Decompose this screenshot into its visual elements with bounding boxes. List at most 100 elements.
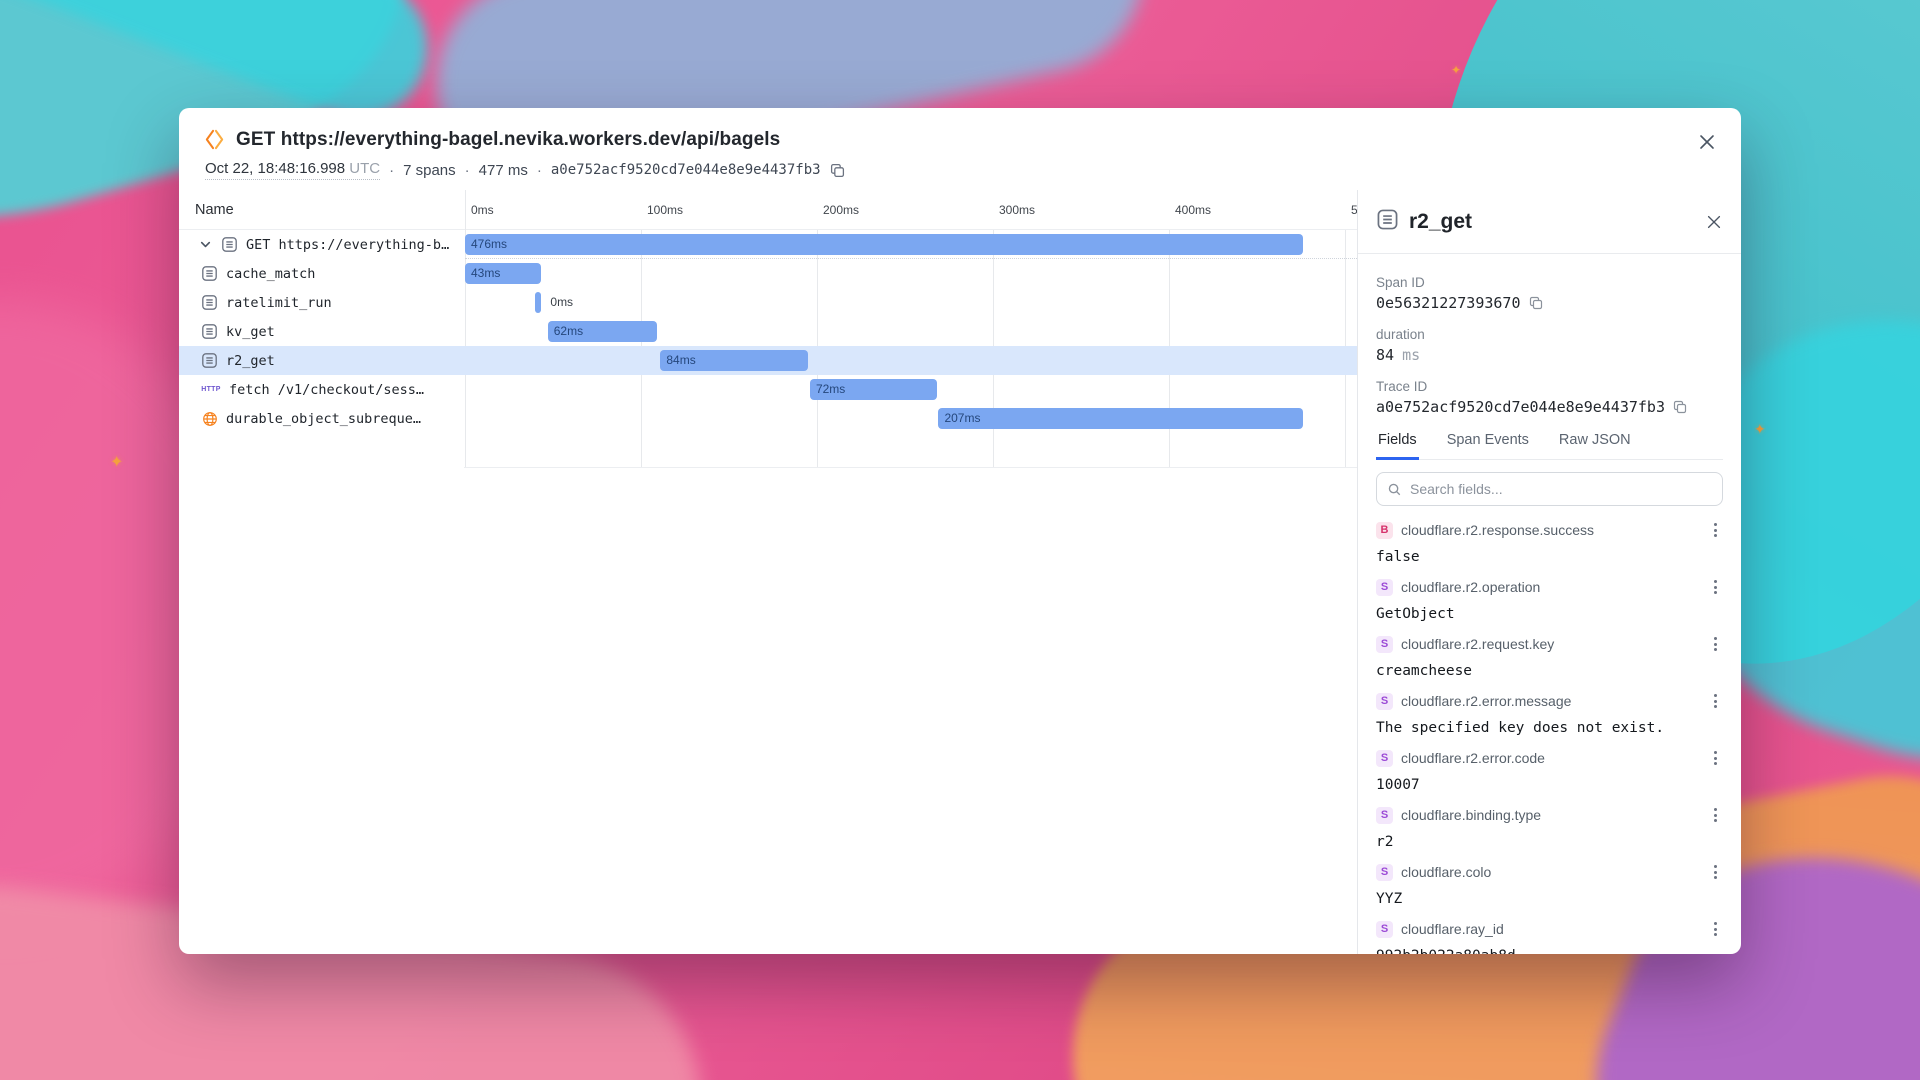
duration-label: 72ms	[815, 382, 846, 396]
meta-value: 0e56321227393670	[1376, 292, 1723, 314]
chevron-down-icon[interactable]	[199, 238, 212, 251]
span-name-cell: HTTP fetch /v1/checkout/sess…	[179, 375, 463, 404]
span-duration-bar[interactable]: 207ms	[938, 408, 1303, 429]
field-name: cloudflare.colo	[1401, 864, 1492, 880]
http-icon: HTTP	[201, 386, 221, 393]
span-name: GET https://everything-b…	[246, 236, 450, 253]
span-detail-panel: r2_get Span ID 0e56321227393670 duration 84…	[1357, 190, 1741, 954]
copy-icon[interactable]	[1529, 296, 1544, 311]
trace-timestamp: Oct 22, 18:48:16.998 UTC	[205, 160, 381, 180]
axis-tick: 400ms	[1175, 203, 1212, 217]
kebab-menu-icon[interactable]	[1708, 748, 1723, 768]
timestamp-text: Oct 22, 18:48:16.998	[205, 160, 346, 177]
span-duration-bar[interactable]	[535, 292, 542, 313]
trace-title: GET https://everything-bagel.nevika.work…	[236, 128, 781, 150]
span-name-cell: GET https://everything-b…	[179, 230, 463, 259]
trace-duration: 477 ms	[478, 161, 528, 179]
axis-tick: 300ms	[999, 203, 1036, 217]
span-row[interactable]: durable_object_subreque… 207ms	[179, 404, 1357, 433]
sparkle-icon: ✦	[110, 454, 124, 471]
span-duration-bar[interactable]: 72ms	[809, 379, 937, 400]
field-value: creamcheese	[1376, 663, 1473, 679]
axis-tick: 200ms	[823, 203, 860, 217]
search-icon	[1387, 482, 1402, 497]
field-value: 10007	[1376, 777, 1420, 793]
span-name: fetch /v1/checkout/sess…	[229, 381, 425, 398]
field-name: cloudflare.r2.error.message	[1401, 693, 1572, 709]
waterfall-pane: Name 0ms 100ms 200ms 300ms 400ms 50 GET https…	[179, 190, 1357, 954]
span-row[interactable]: HTTP fetch /v1/checkout/sess… 72ms	[179, 375, 1357, 404]
field-name: cloudflare.ray_id	[1401, 921, 1504, 937]
gridline	[465, 190, 466, 467]
copy-icon[interactable]	[830, 163, 845, 178]
span-duration-bar[interactable]: 43ms	[465, 263, 541, 284]
span-name: cache_match	[226, 265, 316, 282]
document-icon	[201, 294, 218, 311]
kebab-menu-icon[interactable]	[1708, 862, 1723, 882]
span-name: kv_get	[226, 323, 275, 340]
separator: ·	[389, 161, 395, 179]
kebab-menu-icon[interactable]	[1708, 919, 1723, 939]
kebab-menu-icon[interactable]	[1708, 520, 1723, 540]
kebab-menu-icon[interactable]	[1708, 805, 1723, 825]
timeline-grid-bottom	[464, 467, 1357, 468]
kebab-menu-icon[interactable]	[1708, 577, 1723, 597]
field-type-badge: S	[1376, 578, 1393, 596]
tab-span-events[interactable]: Span Events	[1446, 432, 1529, 448]
tab-raw-json[interactable]: Raw JSON	[1558, 432, 1631, 448]
duration-label: 0ms	[550, 295, 574, 309]
workers-logo-icon	[203, 128, 226, 151]
detail-title: r2_get	[1409, 209, 1473, 233]
meta-label: Trace ID	[1376, 379, 1428, 394]
document-icon	[201, 265, 218, 282]
timezone-text: UTC	[349, 160, 381, 177]
copy-icon[interactable]	[1673, 400, 1688, 415]
span-name-cell: cache_match	[179, 259, 463, 288]
span-row[interactable]: ratelimit_run 0ms	[179, 288, 1357, 317]
close-icon[interactable]	[1695, 130, 1719, 154]
meta-value: 84 ms	[1376, 344, 1723, 366]
meta-value-text: 84	[1376, 346, 1395, 364]
span-icon	[1376, 208, 1399, 236]
duration-label: 43ms	[471, 266, 501, 280]
span-meta-list: Span ID 0e56321227393670 duration 84 ms Trace…	[1376, 274, 1723, 418]
span-name-cell: ratelimit_run	[179, 288, 463, 317]
field-value: 992b2b022a80ab8d	[1376, 945, 1723, 954]
meta-label: Span ID	[1376, 275, 1425, 290]
trace-meta-row: Oct 22, 18:48:16.998 UTC · 7 spans · 477…	[205, 160, 1713, 180]
span-row[interactable]: GET https://everything-b… 476ms	[179, 230, 1357, 259]
span-count: 7 spans	[403, 161, 456, 179]
span-duration-bar[interactable]: 62ms	[547, 321, 657, 342]
detail-tabs: Fields Span Events Raw JSON	[1376, 428, 1723, 460]
document-icon	[201, 323, 218, 340]
search-fields-box	[1376, 472, 1723, 506]
meta-label: duration	[1376, 327, 1425, 342]
search-fields-input[interactable]	[1410, 481, 1712, 497]
field-type-badge: S	[1376, 635, 1393, 653]
field-type-badge: B	[1376, 521, 1393, 539]
field-type-badge: S	[1376, 692, 1393, 710]
span-name: r2_get	[226, 352, 275, 369]
span-row[interactable]: kv_get 62ms	[179, 317, 1357, 346]
waterfall-header: Name 0ms 100ms 200ms 300ms 400ms 50	[179, 190, 1357, 230]
detail-header: r2_get	[1358, 190, 1741, 254]
close-icon[interactable]	[1703, 211, 1725, 233]
sparkle-icon: ✦	[1754, 421, 1766, 437]
kebab-menu-icon[interactable]	[1708, 634, 1723, 654]
field-name: cloudflare.binding.type	[1401, 807, 1542, 823]
span-name-cell: kv_get	[179, 317, 463, 346]
globe-icon	[201, 410, 218, 427]
kebab-menu-icon[interactable]	[1708, 691, 1723, 711]
tab-fields[interactable]: Fields	[1376, 428, 1419, 460]
axis-tick: 100ms	[647, 203, 684, 217]
span-duration-bar[interactable]: 84ms	[660, 350, 809, 371]
span-duration-bar[interactable]: 476ms	[465, 234, 1303, 255]
field-value: GetObject	[1376, 606, 1455, 622]
separator: ·	[536, 161, 542, 179]
span-row[interactable]: r2_get 84ms	[179, 346, 1357, 375]
span-row[interactable]: cache_match 43ms	[179, 259, 1357, 288]
